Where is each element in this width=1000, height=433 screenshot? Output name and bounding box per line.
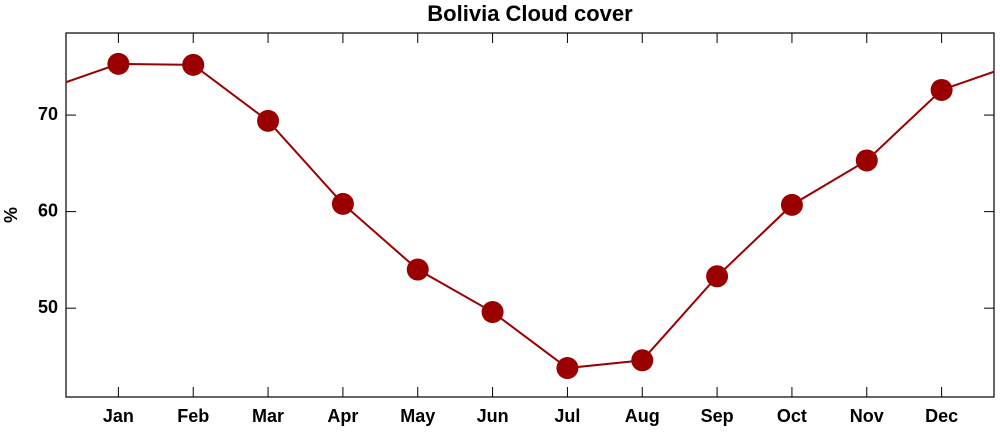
data-point xyxy=(107,52,130,75)
plot-frame xyxy=(65,32,995,398)
y-tick-label: 60 xyxy=(38,200,58,220)
x-tick-label: Feb xyxy=(177,406,209,426)
data-point xyxy=(182,53,205,76)
y-tick-label: 70 xyxy=(38,104,58,124)
data-point xyxy=(706,265,729,288)
data-point xyxy=(331,192,354,215)
data-point xyxy=(855,149,878,172)
x-tick-label: Aug xyxy=(625,406,660,426)
data-point xyxy=(930,78,953,101)
data-line xyxy=(118,62,943,370)
wrap-segment xyxy=(941,70,994,91)
data-point xyxy=(481,301,504,324)
x-tick-label: Jun xyxy=(477,406,509,426)
x-tick-label: Mar xyxy=(252,406,284,426)
data-point xyxy=(406,258,429,281)
wrap-segment xyxy=(66,62,119,84)
x-tick-label: Apr xyxy=(327,406,358,426)
data-point xyxy=(556,357,579,380)
y-axis-label: % xyxy=(1,207,21,223)
x-tick-label: Nov xyxy=(850,406,884,426)
y-tick-label: 50 xyxy=(38,297,58,317)
x-tick-label: May xyxy=(400,406,435,426)
chart-title: Bolivia Cloud cover xyxy=(427,1,633,26)
x-tick-label: Dec xyxy=(925,406,958,426)
plot-area xyxy=(66,62,994,91)
x-tick-label: Oct xyxy=(777,406,807,426)
x-tick-label: Sep xyxy=(701,406,734,426)
x-tick-label: Jan xyxy=(103,406,134,426)
x-tick-label: Jul xyxy=(554,406,580,426)
data-point xyxy=(257,109,280,132)
data-point xyxy=(780,193,803,216)
data-point xyxy=(631,349,654,372)
